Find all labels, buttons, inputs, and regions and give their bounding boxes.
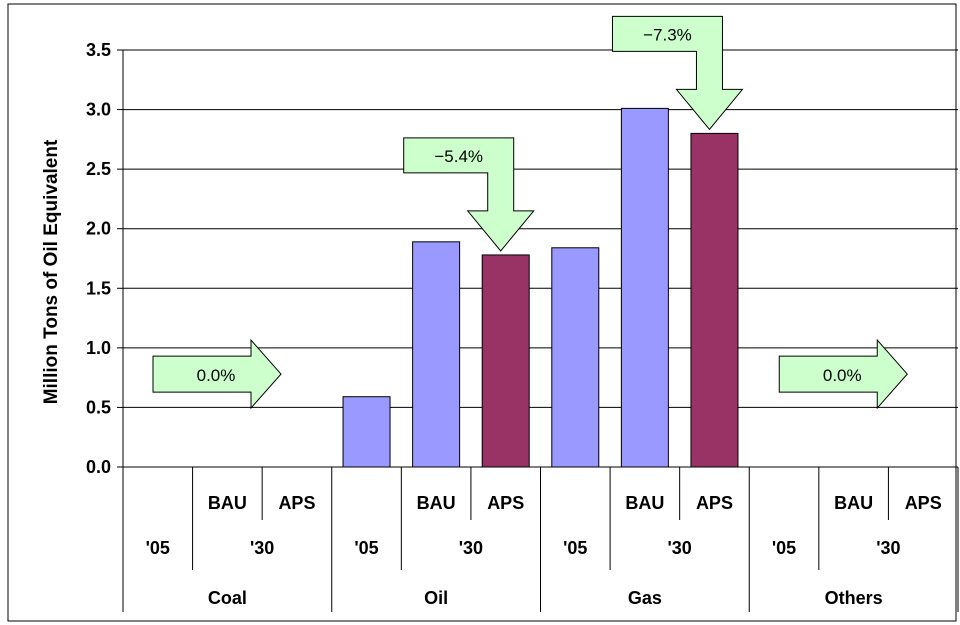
scenario-label: BAU [834, 493, 873, 513]
bar-gas-aps [690, 132, 739, 468]
arrow-down-icon [611, 15, 744, 131]
change-annotation: 0.0% [823, 366, 862, 385]
scenario-label: BAU [625, 493, 664, 513]
year-label: '05 [772, 538, 796, 558]
y-tick-label: 3.0 [86, 100, 111, 120]
year-label: '30 [250, 538, 274, 558]
group-label: Gas [628, 588, 662, 608]
y-axis-label: Million Tons of Oil Equivalent [41, 139, 62, 404]
arrow-right-icon [152, 338, 282, 410]
bar-gas-bau [620, 107, 669, 468]
bar-gas-05 [551, 247, 600, 468]
y-tick-label: 1.0 [86, 338, 111, 358]
change-annotation: −7.3% [643, 25, 692, 44]
y-tick-label: 1.5 [86, 278, 111, 298]
change-annotation: 0.0% [197, 366, 236, 385]
y-tick-label: 3.5 [86, 40, 111, 60]
scenario-label: APS [696, 493, 733, 513]
bar-oil-05 [342, 396, 391, 468]
axes: 0.0 0.5 1.0 1.5 2.0 2.5 3.0 3.5 [86, 40, 959, 612]
year-label: '30 [459, 538, 483, 558]
year-label: '30 [876, 538, 900, 558]
bars [342, 107, 739, 468]
y-tick-label: 0.0 [86, 457, 111, 477]
year-label: '05 [146, 538, 170, 558]
scenario-label: BAU [417, 493, 456, 513]
group-label: Coal [208, 588, 247, 608]
year-label: '05 [354, 538, 378, 558]
scenario-label: APS [278, 493, 315, 513]
scenario-label: APS [487, 493, 524, 513]
year-label: '05 [563, 538, 587, 558]
callouts: 0.0% −5.4% −7.3% 0.0% [152, 15, 908, 410]
arrow-down-icon [403, 137, 535, 252]
scenario-label: APS [905, 493, 942, 513]
bar-oil-aps [481, 254, 530, 468]
group-label: Others [825, 588, 883, 608]
y-tick-label: 2.0 [86, 219, 111, 239]
bar-oil-bau [412, 241, 461, 468]
year-label: '30 [668, 538, 692, 558]
category-labels: BAU APS '05 '30 Coal BAU APS '05 '30 Oil BAU APS '05… [146, 493, 942, 608]
y-tick-label: 2.5 [86, 159, 111, 179]
change-annotation: −5.4% [434, 147, 483, 166]
y-tick-label: 0.5 [86, 397, 111, 417]
scenario-label: BAU [208, 493, 247, 513]
arrow-right-icon [778, 338, 908, 410]
group-label: Oil [424, 588, 448, 608]
